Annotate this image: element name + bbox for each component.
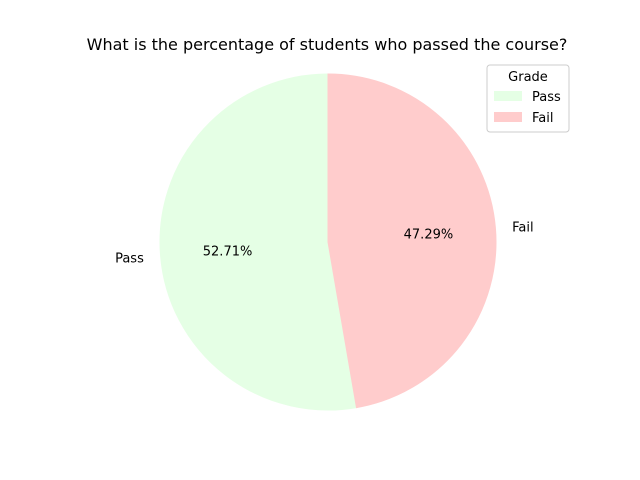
slice-label-pass: Pass: [115, 252, 144, 267]
slice-label-fail: Fail: [512, 220, 533, 235]
pie-slice-fail: [327, 73, 497, 409]
legend-entries: Pass Fail: [494, 90, 561, 126]
legend-swatch-pass: [494, 91, 522, 101]
slice-labels: Pass 52.71% Fail 47.29%: [115, 220, 534, 266]
legend-swatch-fail: [494, 112, 522, 122]
legend-title: Grade: [508, 70, 548, 85]
slice-percent-pass: 52.71%: [203, 245, 253, 260]
pie-slices: [159, 73, 497, 411]
chart-title: What is the percentage of students who p…: [87, 35, 568, 54]
pie-slice-pass: [159, 73, 358, 411]
legend: Grade Pass Fail: [486, 64, 570, 133]
slice-percent-fail: 47.29%: [404, 227, 454, 242]
legend-label-pass: Pass: [532, 90, 561, 105]
legend-label-fail: Fail: [532, 111, 553, 126]
